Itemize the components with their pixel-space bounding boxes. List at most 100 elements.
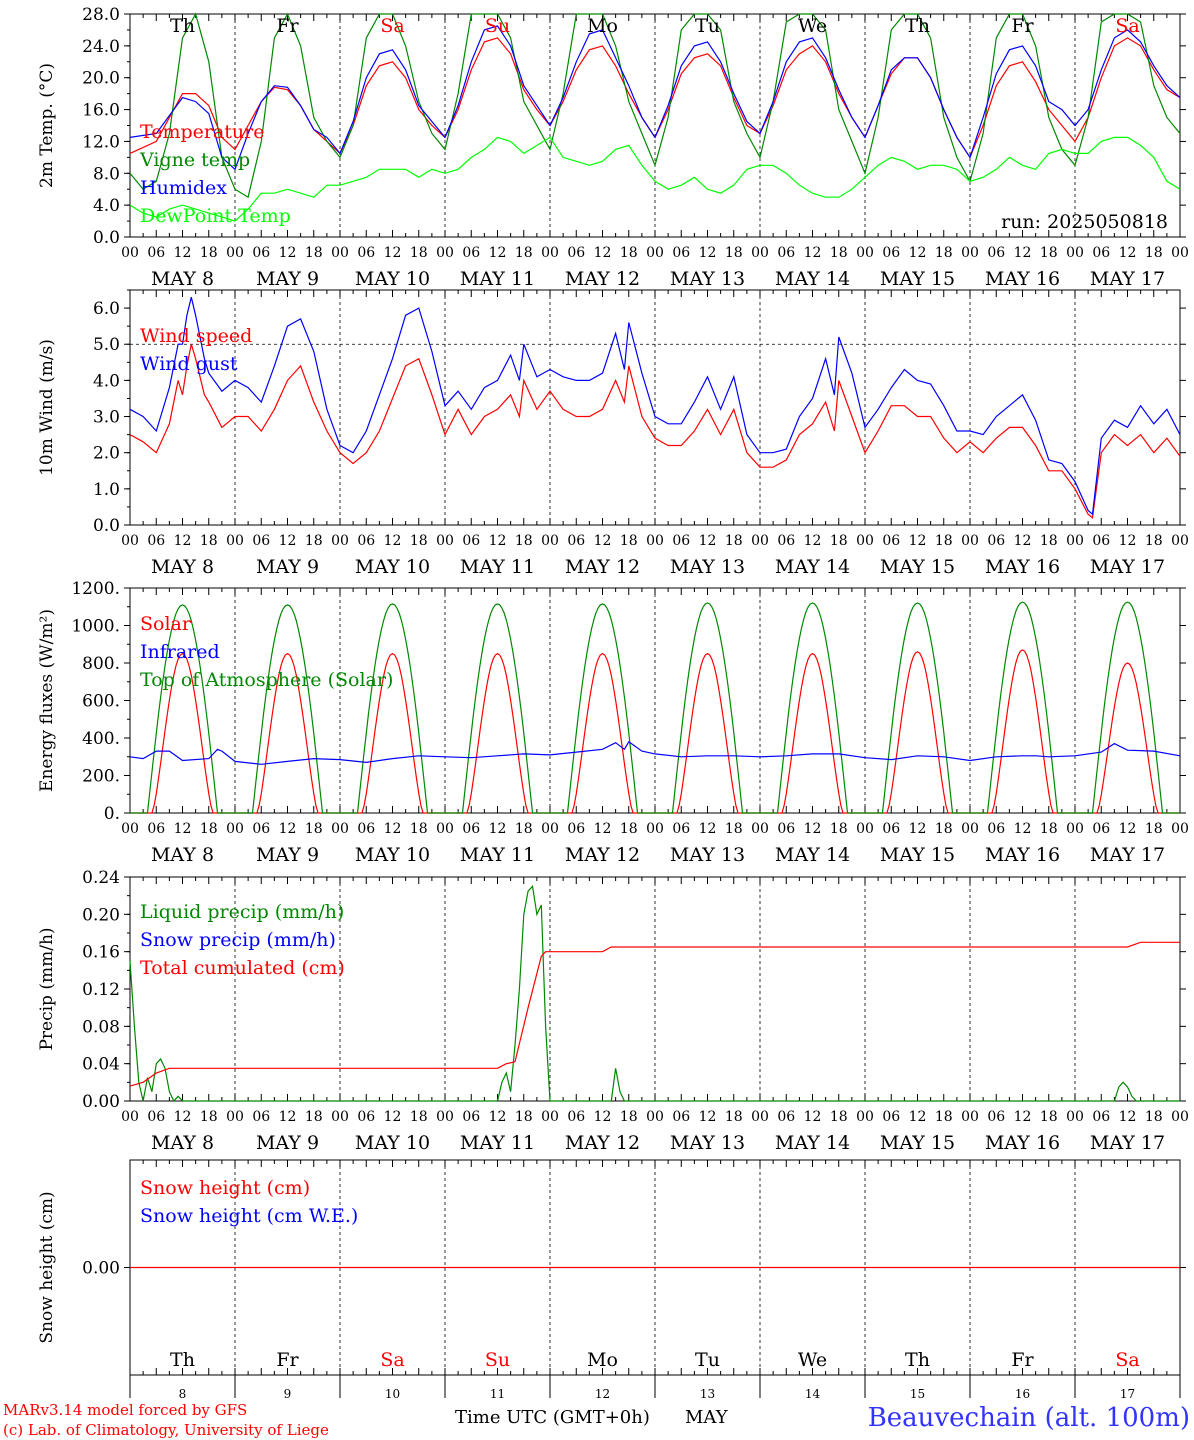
hour-label: 00	[1066, 821, 1084, 837]
plot-frame	[129, 13, 1181, 238]
hour-label: 18	[1040, 821, 1058, 837]
hour-label: 00	[436, 821, 454, 837]
hour-label: 18	[1040, 1109, 1058, 1125]
hour-label: 00	[226, 1109, 244, 1125]
hour-label: 00	[646, 821, 664, 837]
date-label: MAY 11	[460, 1132, 535, 1154]
hour-label: 12	[804, 245, 822, 261]
weekday-label: Fr	[1011, 1349, 1034, 1371]
legend-entry: Humidex	[140, 177, 227, 199]
y-tick-label: 600.	[82, 692, 120, 712]
hour-label: 18	[410, 1109, 428, 1125]
date-label: MAY 15	[880, 844, 955, 866]
hour-label: 00	[1171, 245, 1189, 261]
day-number-label: 14	[805, 1387, 821, 1401]
hour-label: 00	[1171, 821, 1189, 837]
hour-label: 12	[489, 533, 507, 549]
hour-label: 12	[1119, 1109, 1137, 1125]
hour-label: 06	[987, 1109, 1005, 1125]
legend-entry: Temperature	[140, 121, 264, 143]
date-label: MAY 9	[256, 1132, 319, 1154]
hour-label: 00	[961, 533, 979, 549]
series-line-top-of-atmosphere-solar-	[130, 601, 1180, 814]
hour-label: 12	[1014, 821, 1032, 837]
day-number-label: 16	[1015, 1387, 1030, 1401]
hour-label: 00	[961, 821, 979, 837]
x-axis-title: Time UTC (GMT+0h)	[455, 1407, 650, 1428]
hour-label: 06	[252, 821, 270, 837]
hour-label: 06	[777, 1109, 795, 1125]
hour-label: 18	[1145, 245, 1163, 261]
y-tick-label: 0.	[104, 804, 120, 824]
y-tick-label: 0.16	[82, 943, 120, 963]
weekday-label: Th	[905, 1349, 930, 1371]
hour-label: 18	[1145, 821, 1163, 837]
y-axis-label: 2m Temp. (°C)	[37, 63, 57, 188]
hour-label: 00	[226, 245, 244, 261]
hour-label: 00	[1066, 1109, 1084, 1125]
date-label: MAY 16	[985, 556, 1060, 578]
date-label: MAY 10	[355, 268, 430, 290]
date-label: MAY 12	[565, 844, 640, 866]
hour-label: 00	[226, 821, 244, 837]
hour-label: 06	[252, 533, 270, 549]
day-number-label: 10	[385, 1387, 400, 1401]
day-number-label: 8	[179, 1387, 187, 1401]
hour-label: 12	[384, 533, 402, 549]
hour-label: 00	[436, 1109, 454, 1125]
hour-label: 12	[594, 1109, 612, 1125]
hour-label: 06	[147, 533, 165, 549]
hour-label: 12	[279, 821, 297, 837]
y-tick-label: 0.04	[82, 1055, 120, 1075]
hour-label: 06	[1092, 1109, 1110, 1125]
weekday-label: Sa	[1115, 15, 1139, 37]
hour-label: 06	[147, 821, 165, 837]
date-label: MAY 9	[256, 556, 319, 578]
weekday-label: Fr	[276, 15, 299, 37]
y-axis-label: Energy fluxes (W/m²)	[37, 609, 57, 792]
date-label: MAY 17	[1090, 556, 1165, 578]
plot-frame	[129, 587, 1181, 814]
hour-label: 18	[515, 821, 533, 837]
hour-label: 12	[489, 1109, 507, 1125]
weekday-label: Sa	[380, 1349, 404, 1371]
hour-label: 06	[567, 1109, 585, 1125]
hour-label: 12	[1014, 533, 1032, 549]
hour-label: 06	[567, 533, 585, 549]
hour-label: 00	[331, 1109, 349, 1125]
hour-label: 06	[462, 245, 480, 261]
legend-entry: Wind speed	[140, 325, 252, 347]
hour-label: 00	[541, 245, 559, 261]
date-label: MAY 10	[355, 556, 430, 578]
hour-label: 12	[384, 1109, 402, 1125]
hour-label: 00	[331, 533, 349, 549]
hour-label: 12	[279, 1109, 297, 1125]
day-number-label: 9	[284, 1387, 292, 1401]
credit-model: MARv3.14 model forced by GFS	[3, 1401, 247, 1419]
hour-label: 18	[305, 821, 323, 837]
hour-label: 18	[935, 1109, 953, 1125]
date-label: MAY 17	[1090, 844, 1165, 866]
hour-label: 12	[909, 821, 927, 837]
weekday-label: Fr	[276, 1349, 299, 1371]
chart-panel-energy: 0. 200. 400. 600. 800. 1000. 1200. Energy fluxe…	[37, 579, 1189, 866]
legend-entry: Snow precip (mm/h)	[140, 929, 336, 951]
weekday-label: Th	[905, 15, 930, 37]
hour-label: 12	[909, 1109, 927, 1125]
hour-label: 18	[620, 1109, 638, 1125]
date-label: MAY 11	[460, 268, 535, 290]
hour-label: 06	[147, 1109, 165, 1125]
hour-label: 00	[121, 1109, 139, 1125]
hour-label: 06	[1092, 533, 1110, 549]
y-tick-label: 1000.	[71, 617, 120, 637]
hour-label: 18	[410, 533, 428, 549]
y-tick-label: 4.0	[93, 196, 120, 216]
hour-label: 18	[830, 245, 848, 261]
y-tick-label: 0.20	[82, 905, 120, 925]
day-number-label: 11	[490, 1387, 505, 1401]
date-label: MAY 14	[775, 556, 850, 578]
y-axis-label: Precip (mm/h)	[37, 927, 57, 1050]
hour-label: 00	[436, 533, 454, 549]
y-tick-label: 0.0	[93, 228, 120, 248]
